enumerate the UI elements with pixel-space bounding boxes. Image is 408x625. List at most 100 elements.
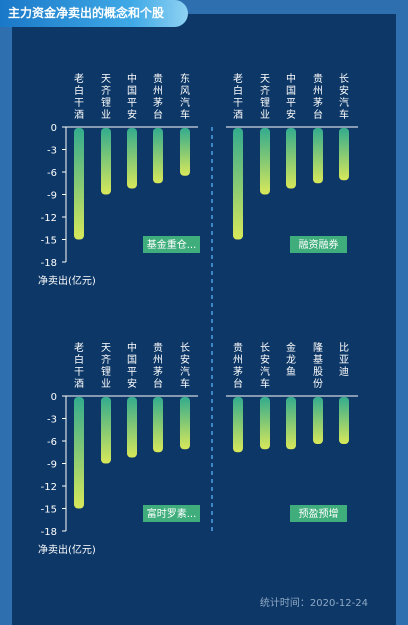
bar	[233, 128, 243, 240]
category-label-char: 老	[233, 72, 243, 85]
category-label-char: 汽	[339, 96, 349, 109]
bar	[153, 397, 163, 453]
category-label-char: 安	[286, 108, 296, 121]
category-label-char: 业	[101, 378, 111, 390]
category-label-char: 白	[233, 84, 243, 97]
category-label-char: 茅	[153, 97, 163, 109]
category-label-char: 台	[153, 377, 163, 390]
y-tick-label: -12	[41, 213, 57, 224]
group-tag-label: 基金重仓...	[147, 238, 197, 251]
category-label-char: 安	[339, 84, 349, 97]
category-label-char: 平	[286, 98, 296, 109]
category-label-char: 东	[180, 72, 190, 85]
category-label-char: 汽	[180, 96, 190, 109]
category-label-char: 中	[286, 72, 296, 85]
category-label-char: 酒	[233, 109, 243, 121]
category-label-char: 汽	[260, 365, 270, 378]
stat-time: 统计时间：2020-12-24	[259, 598, 368, 609]
category-label-char: 中	[127, 72, 137, 85]
category-label-char: 白	[74, 353, 84, 366]
category-label-char: 齐	[101, 353, 111, 366]
category-label-char: 份	[313, 378, 323, 390]
category-label-char: 干	[233, 98, 243, 109]
category-label-char: 平	[127, 367, 137, 378]
group-tag	[290, 236, 347, 253]
bar	[101, 128, 111, 195]
category-label-char: 国	[286, 85, 296, 97]
bar	[233, 397, 243, 453]
category-label-char: 茅	[153, 366, 163, 378]
y-tick-label: -15	[41, 236, 57, 247]
category-label-char: 酒	[74, 378, 84, 390]
category-label-char: 隆	[313, 341, 323, 354]
bar	[74, 397, 84, 509]
category-label-char: 股	[313, 366, 323, 378]
page-title: 主力资金净卖出的概念和个股	[0, 0, 188, 27]
category-label-char: 长	[339, 73, 349, 85]
bar	[339, 128, 349, 181]
category-label-char: 天	[101, 74, 111, 85]
group-tag	[143, 505, 200, 522]
category-label-char: 贵	[153, 341, 163, 354]
bar	[127, 128, 137, 189]
category-label-char: 州	[233, 354, 243, 366]
category-label-char: 锂	[101, 97, 111, 109]
category-label-char: 业	[101, 109, 111, 121]
category-label-char: 台	[233, 377, 243, 390]
category-label-char: 平	[127, 98, 137, 109]
bar	[180, 128, 190, 176]
category-label-char: 州	[313, 85, 323, 97]
category-label-char: 酒	[74, 109, 84, 121]
category-label-char: 州	[153, 354, 163, 366]
category-label-char: 龙	[286, 353, 296, 366]
y-tick-label: 0	[51, 123, 57, 134]
category-label-char: 中	[127, 341, 137, 354]
y-axis-label: 净卖出(亿元)	[38, 543, 96, 556]
y-axis-label: 净卖出(亿元)	[38, 274, 96, 287]
y-tick-label: -6	[47, 168, 57, 179]
bar	[101, 397, 111, 464]
category-label-char: 齐	[101, 84, 111, 97]
category-label-char: 老	[74, 341, 84, 354]
group-tag-label: 融资融券	[299, 238, 339, 251]
category-label-char: 锂	[260, 97, 270, 109]
y-tick-label: -12	[41, 482, 57, 493]
bar	[180, 397, 190, 450]
category-label-char: 车	[180, 108, 190, 121]
category-label-char: 金	[286, 341, 296, 354]
category-label-char: 贵	[313, 72, 323, 85]
category-label-char: 比	[339, 342, 349, 354]
bar	[127, 397, 137, 458]
y-tick-label: -18	[41, 527, 57, 538]
category-label-char: 迪	[339, 366, 349, 378]
category-label-char: 长	[260, 342, 270, 354]
bar	[313, 128, 323, 184]
category-label-char: 业	[260, 109, 270, 121]
bar	[286, 397, 296, 450]
category-label-char: 齐	[260, 84, 270, 97]
category-label-char: 车	[180, 377, 190, 390]
category-label-char: 汽	[180, 365, 190, 378]
category-label-char: 亚	[339, 355, 349, 366]
category-label-char: 风	[180, 85, 190, 97]
category-label-char: 天	[260, 74, 270, 85]
panel	[12, 14, 396, 625]
bar	[260, 397, 270, 450]
y-tick-label: -9	[47, 460, 57, 471]
category-label-char: 茅	[313, 97, 323, 109]
category-label-char: 锂	[101, 366, 111, 378]
y-tick-label: -6	[47, 437, 57, 448]
bar	[260, 128, 270, 195]
bar	[339, 397, 349, 444]
bar	[286, 128, 296, 189]
category-label-char: 基	[313, 353, 323, 366]
y-tick-label: -18	[41, 258, 57, 269]
y-tick-label: -3	[47, 415, 57, 426]
bar	[313, 397, 323, 444]
group-tag	[290, 505, 347, 522]
category-label-char: 鱼	[286, 365, 296, 378]
category-label-char: 车	[260, 377, 270, 390]
category-label-char: 国	[127, 85, 137, 97]
category-label-char: 州	[153, 85, 163, 97]
